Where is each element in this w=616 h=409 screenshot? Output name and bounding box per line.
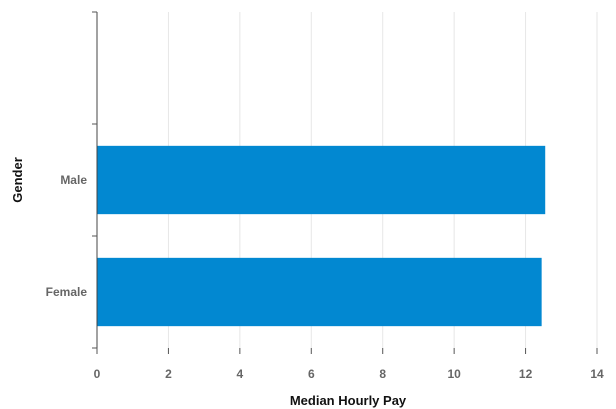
x-tick-label: 2: [165, 367, 172, 381]
x-tick-label: 4: [237, 367, 244, 381]
y-tick-label: Male: [60, 173, 87, 187]
y-axis-ticks: Male Female: [46, 11, 97, 349]
x-axis-ticks: 0 2 4 6 8 10 12 14: [94, 348, 604, 381]
y-axis-title: Gender: [10, 157, 25, 203]
bar: [97, 257, 542, 327]
x-tick-label: 10: [447, 367, 461, 381]
x-tick-label: 12: [519, 367, 533, 381]
x-axis-title: Median Hourly Pay: [290, 393, 407, 408]
x-tick-label: 0: [94, 367, 101, 381]
x-tick-label: 8: [379, 367, 386, 381]
x-tick-label: 14: [590, 367, 604, 381]
x-tick-label: 6: [308, 367, 315, 381]
y-tick-label: Female: [46, 285, 88, 299]
bars: [97, 145, 546, 327]
bar: [97, 145, 546, 215]
